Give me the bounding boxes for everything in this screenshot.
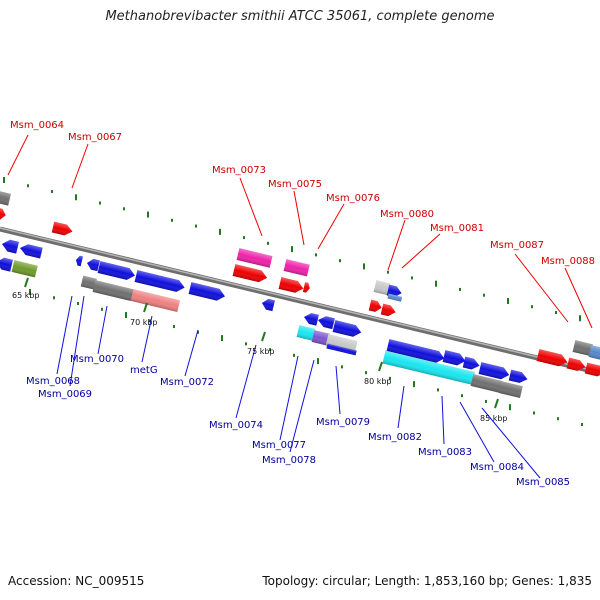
gene-label-bottom[interactable]: metG <box>130 365 158 376</box>
gene-label-top[interactable]: Msm_0080 <box>380 209 434 220</box>
gene-label-top[interactable]: Msm_0076 <box>326 193 380 204</box>
gene-arrow[interactable] <box>303 312 319 326</box>
gene-arrow[interactable] <box>311 330 330 346</box>
gene-arrow[interactable] <box>498 381 523 398</box>
scale-tick-mark <box>261 331 266 342</box>
gene-label-bottom[interactable]: Msm_0074 <box>209 420 263 431</box>
gene-arrow[interactable] <box>236 248 273 268</box>
scale-ticks: 65 kbp 70 kbp 75 kbp 80 kbp 85 kbp <box>12 277 508 423</box>
scale-tick-label: 85 kbp <box>480 414 508 423</box>
gene-arrow[interactable] <box>470 374 503 393</box>
gene-label-bottom[interactable]: Msm_0085 <box>516 477 570 488</box>
gene-label-bottom[interactable]: Msm_0072 <box>160 377 214 388</box>
gc-track-outer <box>3 177 581 322</box>
gene-arrow[interactable] <box>19 243 43 259</box>
gene-arrow[interactable] <box>588 345 600 361</box>
gene-arrow[interactable] <box>387 293 403 302</box>
scale-tick-mark <box>378 361 383 372</box>
gene-label-bottom[interactable]: Msm_0079 <box>316 417 370 428</box>
gene-arrow[interactable] <box>0 256 13 272</box>
map-title: Methanobrevibacter smithii ATCC 35061, c… <box>105 9 495 24</box>
gc-track-inner <box>29 289 583 426</box>
gene-features[interactable] <box>0 190 600 398</box>
gene-label-top[interactable]: Msm_0067 <box>68 132 122 143</box>
gene-arrow[interactable] <box>317 315 335 330</box>
gene-arrow[interactable] <box>368 299 383 313</box>
gene-label-bottom[interactable]: Msm_0082 <box>368 432 422 443</box>
gene-arrow[interactable] <box>0 190 11 206</box>
gene-label-top[interactable]: Msm_0081 <box>430 223 484 234</box>
gene-arrow[interactable] <box>296 325 315 341</box>
gene-arrow[interactable] <box>283 259 310 277</box>
gene-label-bottom[interactable]: Msm_0078 <box>262 455 316 466</box>
gene-arrow[interactable] <box>326 343 357 356</box>
gene-arrow[interactable] <box>566 357 587 373</box>
gene-label-bottom[interactable]: Msm_0084 <box>470 462 524 473</box>
gene-arrow[interactable] <box>462 356 481 371</box>
gene-arrow[interactable] <box>325 334 358 353</box>
gene-label-top[interactable]: Msm_0064 <box>10 120 64 131</box>
gene-arrow[interactable] <box>1 238 19 254</box>
genome-backbone <box>0 226 600 376</box>
gene-arrow[interactable] <box>92 280 135 302</box>
gene-arrow[interactable] <box>382 350 475 385</box>
gene-arrow[interactable] <box>11 260 38 278</box>
scale-tick-label: 80 kbp <box>364 377 392 386</box>
gene-label-bottom[interactable]: Msm_0069 <box>38 389 92 400</box>
scale-tick-mark <box>143 302 148 313</box>
gene-label-top[interactable]: Msm_0075 <box>268 179 322 190</box>
gene-arrow[interactable] <box>373 280 391 296</box>
gene-arrow[interactable] <box>86 258 100 272</box>
gene-label-top[interactable]: Msm_0088 <box>541 256 595 267</box>
gene-label-bottom[interactable]: Msm_0068 <box>26 376 80 387</box>
scale-tick-mark <box>24 277 29 288</box>
gene-arrow[interactable] <box>261 298 275 312</box>
gene-label-top[interactable]: Msm_0087 <box>490 240 544 251</box>
gene-arrow[interactable] <box>478 362 511 381</box>
gene-arrow[interactable] <box>302 282 311 293</box>
gene-arrow[interactable] <box>134 270 186 293</box>
gene-arrow[interactable] <box>188 282 227 302</box>
scale-tick-label: 65 kbp <box>12 291 40 300</box>
gene-arrow[interactable] <box>508 369 529 385</box>
gene-arrow[interactable] <box>278 277 305 294</box>
gene-arrow[interactable] <box>75 255 84 267</box>
gene-arrow[interactable] <box>51 221 74 237</box>
gene-arrow[interactable] <box>130 289 181 313</box>
gene-arrow[interactable] <box>442 350 467 367</box>
gene-arrow[interactable] <box>332 320 363 338</box>
gene-label-bottom[interactable]: Msm_0070 <box>70 354 124 365</box>
gene-arrow[interactable] <box>380 303 397 318</box>
topology-text: Topology: circular; Length: 1,853,160 bp… <box>262 574 592 588</box>
scale-tick-label: 75 kbp <box>247 347 275 356</box>
gene-arrow[interactable] <box>536 349 569 368</box>
label-leader-lines <box>7 134 593 479</box>
gene-arrow[interactable] <box>232 264 269 284</box>
gene-label-top[interactable]: Msm_0073 <box>212 165 266 176</box>
scale-tick-mark <box>494 398 499 409</box>
scale-tick-label: 70 kbp <box>130 318 158 327</box>
gene-arrow[interactable] <box>386 339 446 364</box>
accession-text: Accession: NC_009515 <box>8 574 145 588</box>
gene-label-bottom[interactable]: Msm_0077 <box>252 440 306 451</box>
gene-arrow[interactable] <box>97 261 137 281</box>
gene-arrow[interactable] <box>80 275 97 290</box>
gene-arrow[interactable] <box>584 362 600 378</box>
gene-arrow[interactable] <box>0 207 7 221</box>
gene-arrow[interactable] <box>572 340 593 357</box>
gene-label-bottom[interactable]: Msm_0083 <box>418 447 472 458</box>
